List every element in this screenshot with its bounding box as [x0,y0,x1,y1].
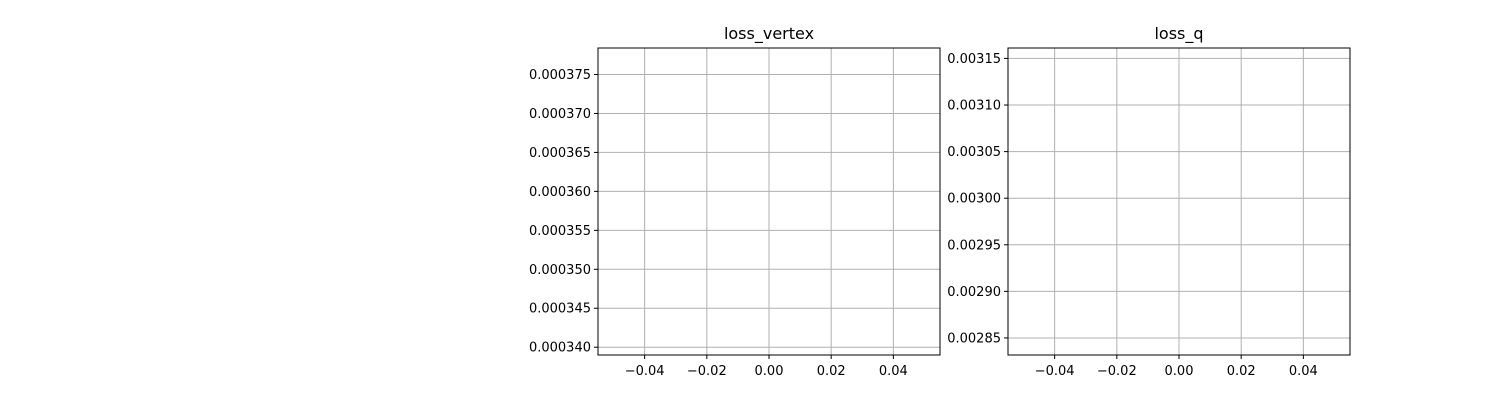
y-tick-label: 0.00300 [947,192,1001,207]
x-tick-label: 0.00 [755,364,784,379]
plot-area-frame [597,47,941,356]
plot-area-frame [1007,47,1351,356]
chart-title-loss-q: loss_q [1154,24,1203,44]
x-tick-label: 0.04 [1289,364,1318,379]
grid-lines-loss-q [1008,48,1350,355]
y-tick-label: 0.00315 [947,52,1001,67]
y-tick-label: 0.000340 [529,341,591,356]
x-tick-label: 0.02 [1227,364,1256,379]
chart-panel-loss-vertex: loss_vertex −0.04 −0.02 0.00 0.02 0.04 0.0003… [529,24,941,379]
y-tick-label: 0.000345 [529,302,591,317]
y-tick-label: 0.00285 [947,331,1001,346]
x-tick-label: 0.04 [879,364,908,379]
y-tick-label: 0.00305 [947,145,1001,160]
x-tick-label: 0.00 [1165,364,1194,379]
y-tick-label: 0.000365 [529,146,591,161]
y-tick-label: 0.000350 [529,263,591,278]
x-tick-label: −0.04 [625,364,665,379]
y-tick-label: 0.00290 [947,285,1001,300]
y-tick-label: 0.000375 [529,68,591,83]
y-tick-label: 0.000370 [529,107,591,122]
y-tick-label: 0.000355 [529,224,591,239]
y-tick-label: 0.00295 [947,238,1001,253]
x-tick-label: −0.04 [1035,364,1075,379]
chart-title-loss-vertex: loss_vertex [724,24,814,44]
x-tick-label: −0.02 [1097,364,1137,379]
grid-lines-loss-vertex [598,48,940,355]
x-tick-label: 0.02 [817,364,846,379]
y-tick-label: 0.00310 [947,99,1001,114]
y-tick-label: 0.000360 [529,185,591,200]
x-tick-label: −0.02 [687,364,727,379]
chart-panel-loss-q: loss_q −0.04 −0.02 0.00 0.02 0.04 0.00285 0.00… [947,24,1351,379]
